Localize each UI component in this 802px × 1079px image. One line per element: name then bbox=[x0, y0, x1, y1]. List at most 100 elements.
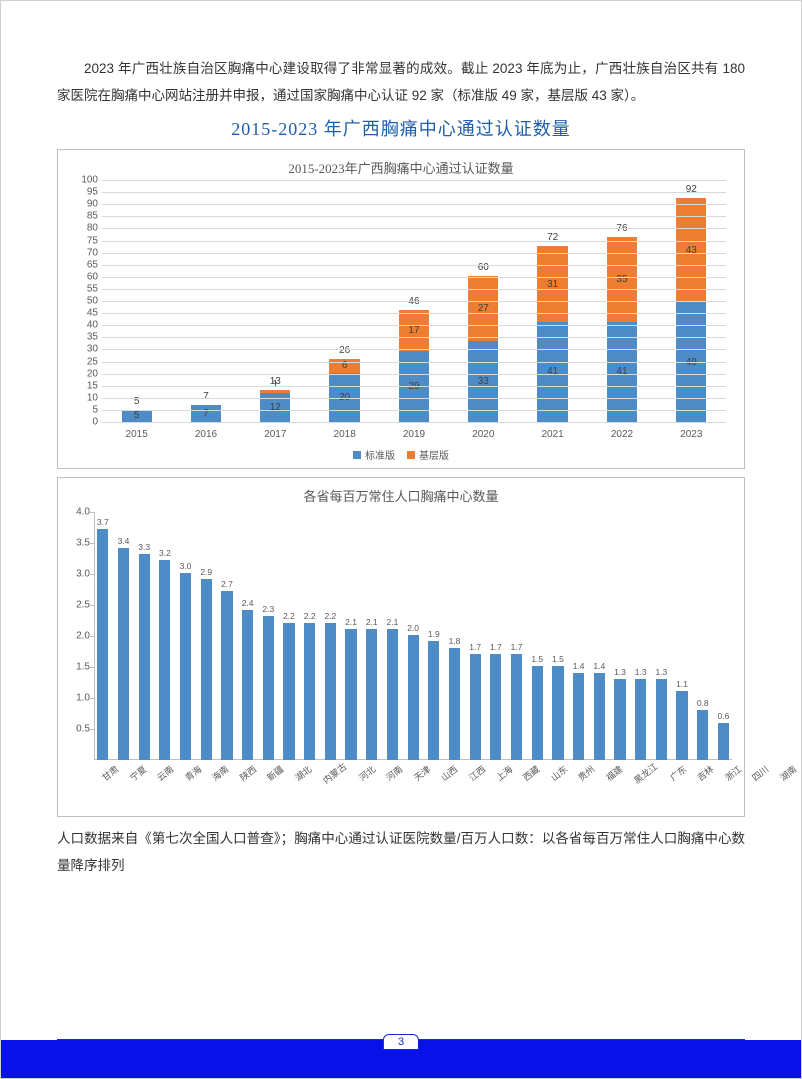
y-axis-tick: 80 bbox=[72, 223, 98, 234]
x-axis-label: 2023 bbox=[663, 429, 719, 440]
section-title: 2015-2023 年广西胸痛中心通过认证数量 bbox=[57, 115, 745, 141]
x-axis-label: 2016 bbox=[178, 429, 234, 440]
province-bar-value: 1.4 bbox=[593, 661, 605, 671]
bar-segment-value: 17 bbox=[408, 325, 419, 336]
stacked-chart-title: 2015-2023年广西胸痛中心通过认证数量 bbox=[58, 150, 744, 179]
province-bar-value: 1.4 bbox=[573, 661, 585, 671]
bar-segment-value: 5 bbox=[134, 410, 140, 421]
y-axis-tick: 3.5 bbox=[66, 538, 90, 549]
province-bar bbox=[201, 579, 212, 760]
bar: 494392 bbox=[676, 198, 706, 422]
y-axis-tick: 30 bbox=[72, 344, 98, 355]
x-axis-label: 2015 bbox=[109, 429, 165, 440]
province-bar-value: 3.0 bbox=[180, 561, 192, 571]
province-bar bbox=[180, 573, 191, 761]
stacked-bar-chart: 2015-2023年广西胸痛中心通过认证数量 55771211320626291… bbox=[57, 149, 745, 469]
province-x-label: 湖南 bbox=[777, 762, 802, 803]
province-bar bbox=[221, 591, 232, 760]
province-bar bbox=[408, 635, 419, 760]
province-bar bbox=[387, 629, 398, 760]
y-axis-tick: 75 bbox=[72, 235, 98, 246]
page-number: 3 bbox=[383, 1034, 419, 1050]
y-axis-tick: 5 bbox=[72, 404, 98, 415]
x-axis-label: 2017 bbox=[247, 429, 303, 440]
province-bar bbox=[242, 610, 253, 760]
province-bar bbox=[325, 623, 336, 761]
x-axis-label: 2021 bbox=[525, 429, 581, 440]
y-axis-tick: 90 bbox=[72, 199, 98, 210]
y-axis-tick: 85 bbox=[72, 211, 98, 222]
intro-paragraph: 2023 年广西壮族自治区胸痛中心建设取得了非常显著的成效。截止 2023 年底… bbox=[57, 55, 745, 109]
y-axis-tick: 70 bbox=[72, 247, 98, 258]
province-bar-value: 2.4 bbox=[242, 598, 254, 608]
province-bar bbox=[449, 648, 460, 761]
bar-total-label: 72 bbox=[547, 232, 558, 243]
province-bar-value: 1.5 bbox=[531, 654, 543, 664]
province-bar bbox=[428, 641, 439, 760]
province-bar bbox=[470, 654, 481, 760]
province-bar bbox=[594, 673, 605, 761]
bar-segment-value: 41 bbox=[616, 366, 627, 377]
province-bar-value: 2.0 bbox=[407, 623, 419, 633]
bar-segment-value: 43 bbox=[686, 245, 697, 256]
y-axis-tick: 50 bbox=[72, 296, 98, 307]
y-axis-tick: 1.0 bbox=[66, 693, 90, 704]
y-axis-tick: 4.0 bbox=[66, 507, 90, 518]
province-bar-value: 2.2 bbox=[324, 611, 336, 621]
y-axis-tick: 2.0 bbox=[66, 631, 90, 642]
legend-item: 基层版 bbox=[407, 447, 449, 462]
province-bar-value: 1.3 bbox=[614, 667, 626, 677]
bar: 20626 bbox=[329, 359, 359, 422]
y-axis-tick: 3.0 bbox=[66, 569, 90, 580]
province-bar-value: 1.9 bbox=[428, 629, 440, 639]
x-axis-label: 2019 bbox=[386, 429, 442, 440]
y-axis-tick: 0 bbox=[72, 417, 98, 428]
province-bar bbox=[345, 629, 356, 760]
province-bar bbox=[656, 679, 667, 760]
province-bar-value: 3.4 bbox=[118, 536, 130, 546]
y-axis-tick: 35 bbox=[72, 332, 98, 343]
y-axis-tick: 65 bbox=[72, 259, 98, 270]
province-bar bbox=[635, 679, 646, 760]
bar-total-label: 60 bbox=[478, 262, 489, 273]
province-bar-value: 1.7 bbox=[511, 642, 523, 652]
y-axis-tick: 10 bbox=[72, 392, 98, 403]
province-bar bbox=[697, 710, 708, 760]
province-bar-value: 3.7 bbox=[97, 517, 109, 527]
province-bar bbox=[511, 654, 522, 760]
province-bar bbox=[304, 623, 315, 761]
province-bar-value: 1.1 bbox=[676, 679, 688, 689]
y-axis-tick: 60 bbox=[72, 271, 98, 282]
bar: 55 bbox=[122, 410, 152, 422]
y-axis-tick: 20 bbox=[72, 368, 98, 379]
province-bar bbox=[676, 691, 687, 760]
province-bar-value: 2.7 bbox=[221, 579, 233, 589]
province-bar-value: 0.6 bbox=[718, 711, 730, 721]
province-chart-title: 各省每百万常住人口胸痛中心数量 bbox=[58, 478, 744, 507]
y-axis-tick: 0.5 bbox=[66, 724, 90, 735]
province-bar-value: 2.1 bbox=[387, 617, 399, 627]
province-bar-value: 2.2 bbox=[304, 611, 316, 621]
y-axis-tick: 2.5 bbox=[66, 600, 90, 611]
legend-item: 标准版 bbox=[353, 447, 395, 462]
province-x-label: 内蒙古 bbox=[320, 760, 365, 807]
y-axis-tick: 45 bbox=[72, 308, 98, 319]
province-bar-value: 1.8 bbox=[449, 636, 461, 646]
province-bar-value: 0.8 bbox=[697, 698, 709, 708]
province-bar-chart: 各省每百万常住人口胸痛中心数量 3.73.43.33.23.02.92.72.4… bbox=[57, 477, 745, 817]
province-bar bbox=[366, 629, 377, 760]
bar-segment-value: 41 bbox=[547, 366, 558, 377]
y-axis-tick: 25 bbox=[72, 356, 98, 367]
province-bar bbox=[263, 616, 274, 760]
province-bar-value: 1.7 bbox=[469, 642, 481, 652]
x-axis-label: 2018 bbox=[317, 429, 373, 440]
province-bar bbox=[614, 679, 625, 760]
province-bar-value: 1.3 bbox=[635, 667, 647, 677]
province-bar bbox=[718, 723, 729, 761]
province-bar-value: 3.3 bbox=[138, 542, 150, 552]
y-axis-tick: 15 bbox=[72, 380, 98, 391]
bar-total-label: 7 bbox=[203, 391, 209, 402]
province-bar-value: 2.1 bbox=[345, 617, 357, 627]
province-bar bbox=[573, 673, 584, 761]
province-bar-value: 1.3 bbox=[655, 667, 667, 677]
